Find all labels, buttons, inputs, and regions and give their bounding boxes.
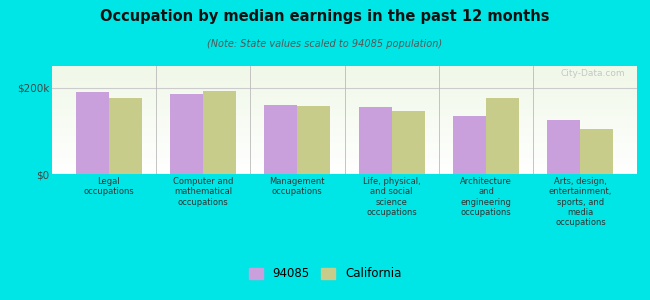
Bar — [75, 92, 109, 174]
Text: Occupation by median earnings in the past 12 months: Occupation by median earnings in the pas… — [100, 9, 550, 24]
Text: (Note: State values scaled to 94085 population): (Note: State values scaled to 94085 popu… — [207, 39, 443, 49]
Bar — [170, 94, 203, 174]
Legend: 94085, California: 94085, California — [244, 263, 406, 285]
Bar — [203, 91, 236, 174]
Text: City-Data.com: City-Data.com — [561, 69, 625, 78]
Bar — [453, 116, 486, 174]
Bar — [109, 98, 142, 174]
Bar — [392, 111, 424, 174]
Bar — [486, 98, 519, 174]
Bar — [265, 105, 297, 174]
Bar — [580, 129, 614, 174]
Bar — [297, 106, 330, 174]
Bar — [547, 120, 580, 174]
Bar — [359, 107, 392, 174]
